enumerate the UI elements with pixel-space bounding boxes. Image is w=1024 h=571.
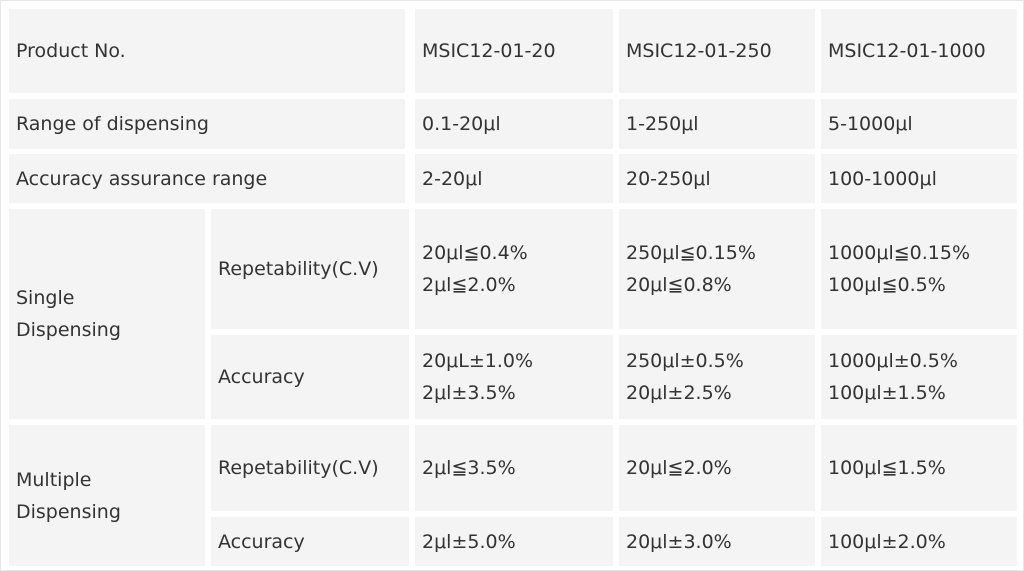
cell-text: 2μl≦3.5% <box>422 457 516 479</box>
cell: 2μl±5.0% <box>415 517 613 566</box>
cell: 1000μl±0.5% 100μl±1.5% <box>821 335 1017 419</box>
cell: 250μl≦0.15% 20μl≦0.8% <box>619 209 815 329</box>
cell-text: 20μL±1.0% <box>422 350 534 372</box>
cell: Accuracy <box>211 517 409 566</box>
cell-text: Range of dispensing <box>16 113 209 135</box>
cell-text: 1000μl≦0.15% <box>828 242 970 264</box>
cell: 20μl≦0.4% 2μl≦2.0% <box>415 209 613 329</box>
cell: MSIC12-01-1000 <box>821 9 1017 93</box>
cell: MSIC12-01-250 <box>619 9 815 93</box>
cell: Accuracy assurance range <box>9 154 405 203</box>
cell-text: MSIC12-01-20 <box>422 40 556 62</box>
cell-text: 250μl±0.5% <box>626 350 744 372</box>
cell-text: 1000μl±0.5% <box>828 350 958 372</box>
cell-text: Accuracy <box>218 366 305 388</box>
cell: 100μl±2.0% <box>821 517 1017 566</box>
cell-text: Repetability(C.V) <box>218 258 379 280</box>
cell-text: 5-1000μl <box>828 113 913 135</box>
cell-text: 100μl≦1.5% <box>828 457 946 479</box>
cell-text: MSIC12-01-250 <box>626 40 772 62</box>
cell: 100-1000μl <box>821 154 1017 203</box>
cell-text: 2μl±3.5% <box>422 382 516 404</box>
cell: 2μl≦3.5% <box>415 425 613 511</box>
cell: Range of dispensing <box>9 99 405 149</box>
cell: Repetability(C.V) <box>211 425 409 511</box>
cell: 1000μl≦0.15% 100μl≦0.5% <box>821 209 1017 329</box>
cell: 0.1-20μl <box>415 99 613 149</box>
cell-text: 20μl±2.5% <box>626 382 732 404</box>
cell-text: Single <box>16 287 75 309</box>
cell-text: MSIC12-01-1000 <box>828 40 986 62</box>
cell-text: 0.1-20μl <box>422 113 501 135</box>
cell-text: Accuracy <box>218 530 305 553</box>
cell-text: 20-250μl <box>626 167 711 190</box>
cell-text: Repetability(C.V) <box>218 457 379 479</box>
cell-text: 20μl±3.0% <box>626 530 732 553</box>
cell: 20-250μl <box>619 154 815 203</box>
cell: 20μl≦2.0% <box>619 425 815 511</box>
cell: Product No. <box>9 9 405 93</box>
cell: 250μl±0.5% 20μl±2.5% <box>619 335 815 419</box>
cell: 1-250μl <box>619 99 815 149</box>
cell: 5-1000μl <box>821 99 1017 149</box>
cell-text: 2-20μl <box>422 167 483 190</box>
cell: Multiple Dispensing <box>9 425 205 566</box>
cell-text: 100μl±1.5% <box>828 382 946 404</box>
cell-text: 2μl±5.0% <box>422 530 516 553</box>
cell: Single Dispensing <box>9 209 205 419</box>
cell-text: 100μl≦0.5% <box>828 274 946 296</box>
cell: 20μL±1.0% 2μl±3.5% <box>415 335 613 419</box>
cell-text: 20μl≦0.8% <box>626 274 732 296</box>
cell-text: 100μl±2.0% <box>828 530 946 553</box>
cell-text: 250μl≦0.15% <box>626 242 756 264</box>
cell-text: 100-1000μl <box>828 167 937 190</box>
cell-text: Accuracy assurance range <box>16 167 268 190</box>
cell: 20μl±3.0% <box>619 517 815 566</box>
cell: MSIC12-01-20 <box>415 9 613 93</box>
cell-text: Multiple <box>16 468 92 491</box>
cell-text: 20μl≦0.4% <box>422 242 528 264</box>
cell: Accuracy <box>211 335 409 419</box>
cell-text: Product No. <box>16 40 126 62</box>
cell: 100μl≦1.5% <box>821 425 1017 511</box>
cell-text: Dispensing <box>16 500 121 523</box>
cell-text: 20μl≦2.0% <box>626 457 732 479</box>
cell: Repetability(C.V) <box>211 209 409 329</box>
cell: 2-20μl <box>415 154 613 203</box>
cell-text: 1-250μl <box>626 113 699 135</box>
cell-text: 2μl≦2.0% <box>422 274 516 296</box>
cell-text: Dispensing <box>16 319 121 341</box>
